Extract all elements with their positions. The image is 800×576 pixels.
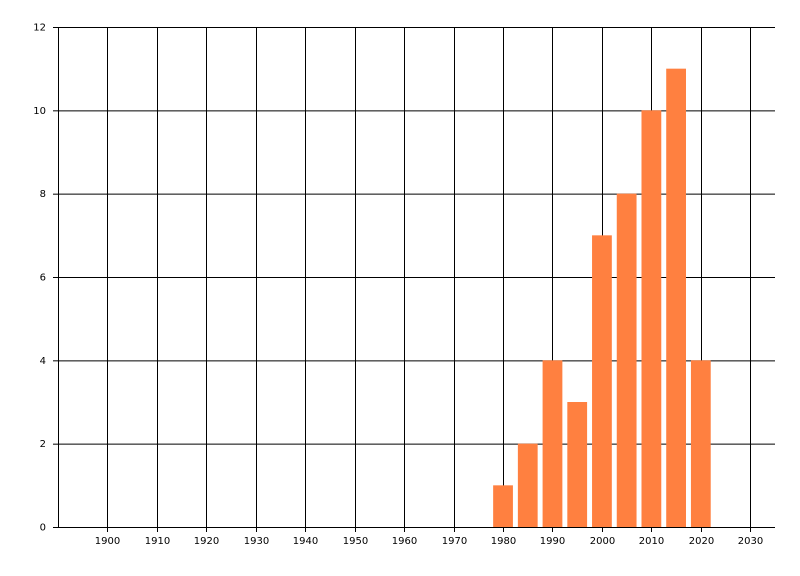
- bar: [690, 360, 711, 527]
- x-tick-label: 1940: [293, 536, 318, 547]
- x-tick-label: 2000: [590, 536, 615, 547]
- x-tick-label: 1980: [491, 536, 516, 547]
- x-tick-label: 1920: [194, 536, 219, 547]
- x-tick-label: 1950: [343, 536, 368, 547]
- y-tick-label: 4: [40, 356, 46, 367]
- bar: [493, 485, 513, 527]
- y-tick-label: 2: [40, 439, 46, 450]
- bar: [666, 68, 686, 528]
- bar: [567, 402, 588, 527]
- x-tick-label: 1930: [244, 536, 269, 547]
- x-tick-label: 1990: [540, 536, 565, 547]
- y-tick-label: 12: [33, 23, 46, 34]
- x-tick-label: 2010: [639, 536, 664, 547]
- y-tick-label: 8: [40, 189, 46, 200]
- bar: [592, 235, 612, 528]
- bar: [517, 443, 538, 527]
- y-tick-label: 0: [40, 523, 46, 534]
- y-tick-label: 10: [33, 106, 46, 117]
- x-tick-label: 2020: [689, 536, 714, 547]
- x-tick-label: 1900: [95, 536, 120, 547]
- x-tick-label: 2030: [738, 536, 763, 547]
- bar: [616, 193, 637, 527]
- bar: [542, 360, 563, 527]
- x-tick-label: 1970: [442, 536, 467, 547]
- x-tick-label: 1960: [392, 536, 417, 547]
- y-tick-label: 6: [40, 273, 46, 284]
- bar: [641, 110, 662, 527]
- x-tick-label: 1910: [145, 536, 170, 547]
